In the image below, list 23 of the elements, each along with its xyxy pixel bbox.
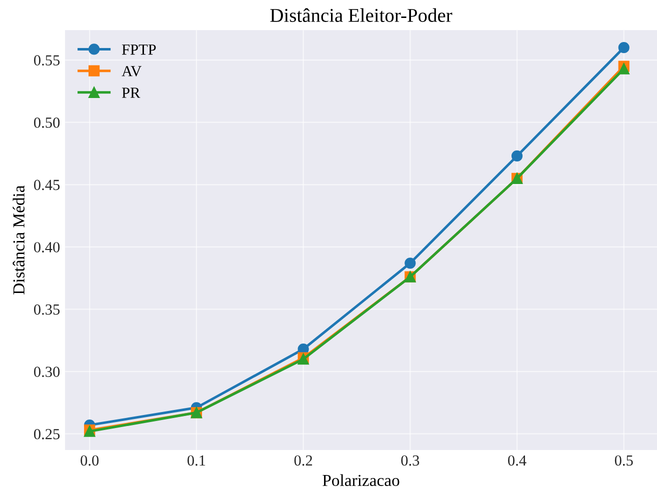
x-axis-title: Polarizacao — [322, 474, 400, 486]
x-tick-label: 0.1 — [188, 455, 206, 466]
y-tick-label: 0.50 — [34, 117, 60, 128]
legend-label: FPTP — [122, 44, 156, 55]
y-tick-label: 0.45 — [34, 180, 60, 190]
y-tick-label: 0.25 — [34, 428, 60, 440]
legend-label: AV — [122, 66, 142, 76]
chart-title: Distância Eleitor-Poder — [270, 8, 452, 22]
y-tick-label: 0.55 — [34, 55, 60, 66]
point — [618, 63, 630, 74]
x-tick-label: 0.2 — [294, 455, 312, 466]
y-tick-label: 0.40 — [34, 242, 60, 252]
y-axis-title: Distância Média — [12, 185, 25, 294]
legend-label: PR — [122, 88, 140, 98]
x-tick-label: 0.3 — [401, 455, 420, 466]
point — [618, 42, 630, 54]
x-tick-label: 0.4 — [508, 455, 526, 466]
y-tick-label: 0.35 — [34, 304, 60, 315]
x-tick-label: 0.5 — [614, 455, 633, 466]
y-tick-label: 0.30 — [34, 366, 60, 378]
x-tick-label: 0.0 — [80, 455, 99, 466]
point — [404, 258, 416, 269]
point — [511, 150, 523, 162]
